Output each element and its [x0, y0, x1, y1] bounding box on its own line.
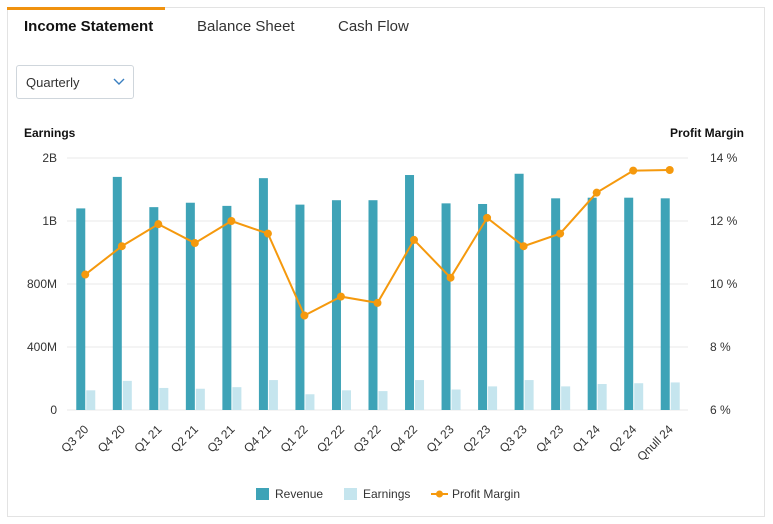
point-profit-margin	[373, 298, 382, 307]
bar-revenue	[149, 207, 159, 410]
point-profit-margin	[483, 213, 492, 222]
bar-revenue	[478, 203, 488, 410]
y-left-tick-label: 1B	[42, 214, 57, 228]
bar-earnings	[232, 387, 242, 410]
y-right-tick-label: 8 %	[710, 340, 731, 354]
bar-revenue	[587, 197, 597, 410]
y-left-tick-label: 2B	[42, 151, 57, 165]
bar-revenue	[624, 197, 634, 410]
y-right-tick-label: 12 %	[710, 214, 738, 228]
bar-revenue	[76, 208, 86, 410]
x-tick-label: Q4 21	[241, 422, 274, 455]
bar-earnings	[597, 384, 607, 410]
point-profit-margin	[446, 273, 455, 282]
point-profit-margin	[665, 166, 674, 174]
point-profit-margin	[410, 235, 419, 244]
bar-revenue	[258, 178, 268, 410]
bar-revenue	[514, 173, 524, 410]
y-right-tick-label: 14 %	[710, 151, 738, 165]
x-tick-label: Q4 20	[95, 422, 128, 455]
bar-revenue	[441, 203, 451, 410]
bar-earnings	[378, 391, 388, 410]
x-tick-label: Q1 24	[570, 422, 603, 455]
point-profit-margin	[556, 229, 565, 238]
point-profit-margin	[190, 239, 199, 248]
point-profit-margin	[81, 270, 90, 279]
left-axis-title: Earnings	[24, 126, 76, 140]
y-left-tick-label: 800M	[27, 277, 57, 291]
y-right-tick-label: 6 %	[710, 403, 731, 417]
period-select[interactable]: Quarterly	[16, 65, 134, 99]
bar-revenue	[405, 175, 415, 410]
bar-revenue	[222, 205, 232, 410]
legend-item-revenue[interactable]: Revenue	[256, 485, 323, 503]
chevron-down-icon	[113, 78, 125, 85]
legend-swatch-profit-margin	[431, 490, 448, 498]
point-profit-margin	[336, 292, 345, 301]
x-tick-label: Q2 23	[460, 422, 493, 455]
point-profit-margin	[629, 166, 638, 175]
x-tick-label: Q1 21	[131, 422, 164, 455]
bar-revenue	[331, 200, 341, 410]
x-tick-label: Q4 22	[387, 422, 420, 455]
legend-item-earnings[interactable]: Earnings	[344, 485, 410, 503]
bar-earnings	[86, 390, 96, 410]
x-tick-label: Qnull 24	[634, 422, 676, 464]
bar-earnings	[305, 394, 315, 410]
x-tick-label: Q3 20	[58, 422, 91, 455]
x-tick-label: Q2 21	[168, 422, 201, 455]
y-left-tick-label: 0	[50, 403, 57, 417]
bar-earnings	[561, 386, 571, 410]
period-select-value: Quarterly	[26, 75, 80, 90]
legend-label-profit-margin: Profit Margin	[452, 487, 521, 501]
bar-earnings	[634, 383, 644, 410]
x-tick-label: Q3 21	[204, 422, 237, 455]
bar-earnings	[341, 390, 351, 410]
legend-item-profit-margin[interactable]: Profit Margin	[431, 485, 520, 503]
bar-revenue	[185, 202, 195, 410]
y-left-tick-label: 400M	[27, 340, 57, 354]
legend-label-earnings: Earnings	[363, 487, 411, 501]
bar-earnings	[159, 387, 169, 410]
bar-earnings	[670, 382, 680, 410]
legend-label-revenue: Revenue	[275, 487, 324, 501]
point-profit-margin	[227, 217, 236, 225]
point-profit-margin	[300, 311, 309, 320]
bar-earnings	[415, 380, 425, 410]
point-profit-margin	[263, 229, 272, 238]
point-profit-margin	[519, 242, 528, 251]
bar-revenue	[368, 200, 378, 410]
x-tick-label: Q3 23	[497, 422, 530, 455]
bar-revenue	[112, 176, 122, 410]
bar-revenue	[551, 198, 561, 410]
chart-legend: Revenue Earnings Profit Margin	[0, 485, 773, 503]
x-tick-label: Q3 22	[351, 422, 384, 455]
bar-earnings	[122, 380, 132, 410]
bar-earnings	[268, 380, 278, 410]
bar-revenue	[660, 198, 670, 410]
bar-earnings	[524, 380, 534, 410]
bar-earnings	[488, 386, 498, 410]
bar-earnings	[195, 388, 205, 410]
right-axis-title: Profit Margin	[670, 126, 744, 140]
point-profit-margin	[592, 188, 601, 197]
tab-income-statement[interactable]: Income Statement	[24, 18, 154, 35]
legend-swatch-earnings	[344, 488, 357, 500]
x-tick-label: Q1 22	[278, 422, 311, 455]
bar-earnings	[451, 389, 461, 410]
y-right-tick-label: 10 %	[710, 277, 738, 291]
tab-balance-sheet[interactable]: Balance Sheet	[197, 18, 295, 35]
statement-tabs: Income Statement Balance Sheet Cash Flow	[7, 7, 765, 45]
x-tick-label: Q2 22	[314, 422, 347, 455]
x-tick-label: Q2 24	[606, 422, 639, 455]
active-tab-indicator	[7, 7, 165, 10]
tab-cash-flow[interactable]: Cash Flow	[338, 18, 409, 35]
point-profit-margin	[154, 220, 163, 229]
x-tick-label: Q1 23	[424, 422, 457, 455]
x-tick-label: Q4 23	[533, 422, 566, 455]
legend-swatch-revenue	[256, 488, 269, 500]
point-profit-margin	[117, 242, 126, 251]
